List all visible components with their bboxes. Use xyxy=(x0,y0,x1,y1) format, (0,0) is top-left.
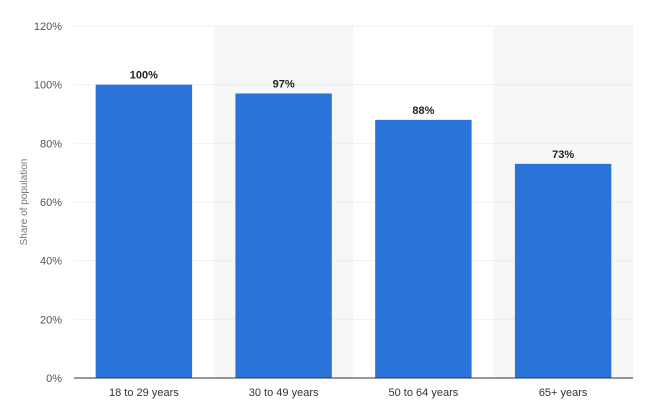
bar-2[interactable] xyxy=(375,119,472,378)
value-label-3: 73% xyxy=(552,149,574,161)
y-tick-label: 40% xyxy=(40,256,62,268)
category-label-3: 65+ years xyxy=(539,387,588,399)
value-label-2: 88% xyxy=(412,105,434,117)
bar-3[interactable] xyxy=(514,163,612,378)
y-tick-label: 60% xyxy=(40,197,62,209)
y-tick-label: 0% xyxy=(46,373,62,385)
category-label-0: 18 to 29 years xyxy=(109,387,179,399)
y-tick-label: 20% xyxy=(40,314,62,326)
value-label-0: 100% xyxy=(130,70,158,82)
y-tick-label: 80% xyxy=(40,138,62,150)
y-axis-label: Share of population xyxy=(19,159,30,246)
y-tick-label: 120% xyxy=(34,21,62,33)
y-tick-label: 100% xyxy=(34,80,62,92)
x-axis-labels: 18 to 29 years 30 to 49 years 50 to 64 yea… xyxy=(109,387,588,399)
category-label-1: 30 to 49 years xyxy=(249,387,319,399)
bars xyxy=(95,84,612,379)
value-label-1: 97% xyxy=(273,78,295,90)
value-labels: 100% 97% 88% 73% xyxy=(130,70,575,161)
bar-0[interactable] xyxy=(95,84,193,379)
y-axis-ticks: 0% 20% 40% 60% 80% 100% 120% xyxy=(34,21,62,385)
category-label-2: 50 to 64 years xyxy=(389,387,459,399)
bar-1[interactable] xyxy=(235,93,332,378)
